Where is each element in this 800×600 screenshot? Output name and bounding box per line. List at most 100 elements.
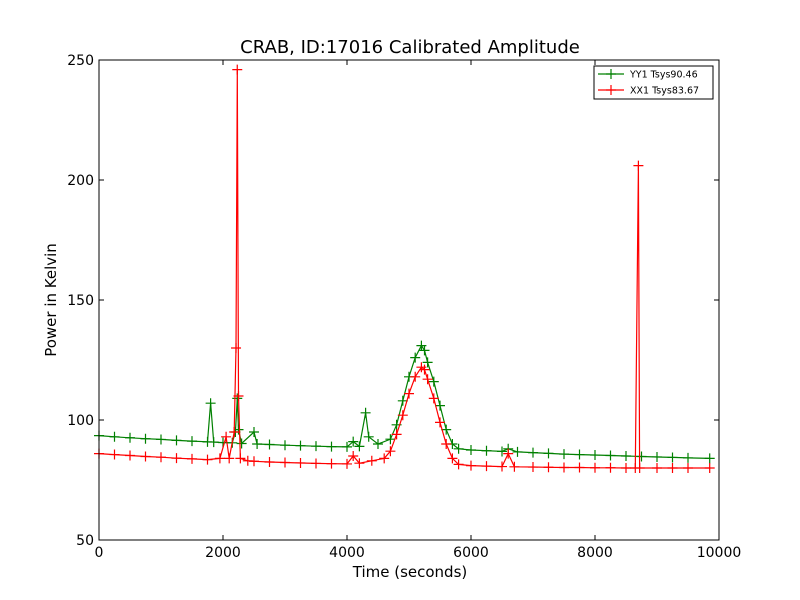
data-point-marker — [419, 364, 430, 375]
x-tick-label: 8000 — [577, 545, 613, 561]
data-point-marker — [633, 160, 644, 171]
data-point-marker — [528, 447, 538, 458]
data-point-marker — [652, 463, 662, 473]
data-point-marker — [667, 463, 678, 473]
legend: YY1 Tsys90.46 XX1 Tsys83.67 — [593, 65, 714, 100]
data-point-marker — [397, 410, 408, 421]
y-tick-label: 250 — [67, 53, 94, 69]
data-point-marker — [528, 462, 538, 473]
data-point-marker — [140, 433, 151, 444]
data-point-marker — [590, 450, 600, 461]
data-point-marker — [264, 439, 275, 450]
data-point-marker — [497, 461, 507, 472]
data-point-marker — [295, 457, 306, 468]
data-point-marker — [422, 357, 433, 368]
data-point-marker — [652, 451, 662, 462]
data-point-marker — [360, 407, 371, 418]
data-point-marker — [605, 450, 616, 461]
data-point-marker — [280, 440, 290, 451]
x-tick-label: 10000 — [697, 545, 742, 561]
data-point-marker — [441, 424, 452, 435]
data-point-marker — [704, 453, 715, 464]
data-point-marker — [311, 458, 321, 469]
data-point-marker — [441, 439, 452, 449]
legend-swatch-marker — [606, 85, 616, 95]
data-point-marker — [280, 457, 290, 468]
data-point-marker — [373, 439, 383, 449]
data-point-marker — [621, 463, 631, 473]
data-point-marker — [171, 453, 182, 464]
data-point-marker — [590, 462, 600, 473]
data-point-marker — [667, 452, 678, 463]
data-point-marker — [634, 463, 645, 473]
data-point-marker — [559, 449, 569, 460]
data-point-marker — [605, 462, 616, 473]
data-point-marker — [252, 439, 263, 449]
data-point-marker — [231, 343, 242, 353]
data-point-marker — [410, 371, 421, 382]
data-point-marker — [208, 437, 219, 448]
data-point-marker — [391, 429, 402, 440]
series-1 — [94, 340, 715, 464]
data-point-marker — [447, 453, 458, 464]
legend-swatch-marker — [606, 69, 616, 79]
series-2 — [94, 64, 715, 473]
data-point-marker — [109, 449, 120, 460]
data-point-marker — [214, 453, 225, 464]
data-point-marker — [232, 393, 243, 404]
data-point-marker — [636, 451, 647, 462]
data-point-marker — [125, 432, 135, 443]
data-point-marker — [348, 436, 359, 447]
data-point-marker — [512, 446, 523, 457]
data-point-marker — [574, 462, 585, 473]
y-tick-label: 200 — [67, 173, 94, 189]
data-point-marker — [704, 463, 715, 473]
legend-label: XX1 Tsys83.67 — [630, 86, 699, 97]
data-point-marker — [543, 448, 554, 459]
data-point-marker — [171, 435, 182, 446]
legend-box — [593, 65, 714, 100]
data-point-marker — [140, 451, 151, 462]
data-point-marker — [233, 424, 244, 435]
data-point-marker — [683, 463, 693, 473]
data-point-marker — [466, 460, 476, 471]
y-tick-label: 150 — [67, 293, 94, 309]
x-axis-label: Time (seconds) — [352, 563, 468, 581]
legend-entry: XX1 Tsys83.67 — [598, 85, 699, 97]
data-point-marker — [264, 457, 275, 467]
data-point-marker — [497, 446, 507, 457]
data-point-marker — [481, 461, 492, 472]
y-axis-label: Power in Kelvin — [42, 243, 60, 357]
data-point-marker — [509, 461, 520, 472]
data-point-marker — [354, 458, 365, 469]
data-point-marker — [354, 441, 365, 452]
data-point-marker — [422, 374, 433, 385]
data-point-marker — [366, 455, 377, 466]
data-point-marker — [224, 453, 235, 464]
data-point-marker — [435, 400, 445, 411]
data-point-marker — [385, 446, 396, 457]
data-point-marker — [379, 453, 390, 464]
data-point-marker — [397, 395, 408, 406]
data-point-marker — [156, 434, 166, 445]
data-point-marker — [326, 458, 337, 469]
chart-title: CRAB, ID:17016 Calibrated Amplitude — [240, 37, 580, 58]
x-tick-label: 6000 — [453, 545, 489, 561]
data-point-marker — [125, 450, 135, 461]
data-point-marker — [453, 459, 464, 470]
data-point-marker — [233, 391, 244, 401]
tick-layer: 0 2000 4000 6000 8000 10000 50 100 150 200 250 — [67, 53, 741, 561]
data-point-marker — [410, 352, 421, 363]
data-point-marker — [559, 462, 569, 473]
data-point-marker — [295, 440, 306, 451]
data-point-marker — [481, 445, 492, 456]
data-point-marker — [428, 376, 439, 387]
data-point-marker — [236, 438, 247, 449]
data-point-marker — [342, 458, 352, 469]
data-point-marker — [205, 398, 216, 409]
data-point-marker — [249, 427, 259, 437]
data-point-marker — [385, 434, 396, 445]
data-point-marker — [156, 452, 166, 463]
